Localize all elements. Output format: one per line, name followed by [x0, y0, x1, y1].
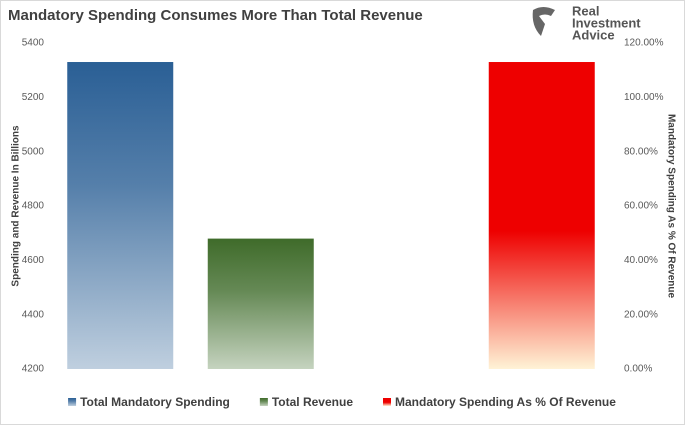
- bar: [67, 62, 174, 370]
- y-tick-label: 4400: [22, 309, 45, 320]
- y2-tick-label: 0.00%: [624, 364, 652, 375]
- legend-swatch: [68, 398, 77, 406]
- y-tick-label: 5400: [22, 38, 45, 49]
- y2-tick-label: 120.00%: [624, 38, 664, 49]
- legend-text: Total Revenue: [272, 395, 353, 409]
- y-axis-title: Spending and Revenue In Billions: [11, 125, 22, 287]
- y2-tick-label: 20.00%: [624, 309, 658, 320]
- legend-text: Total Mandatory Spending: [80, 395, 230, 409]
- chart-title: Mandatory Spending Consumes More Than To…: [8, 7, 423, 24]
- y2-tick-label: 40.00%: [624, 255, 658, 266]
- y-tick-label: 4800: [22, 201, 45, 212]
- y-tick-label: 5200: [22, 92, 45, 103]
- y2-tick-label: 100.00%: [624, 92, 664, 103]
- legend-swatch: [383, 398, 391, 406]
- logo-icon: [532, 7, 555, 36]
- legend-text: Mandatory Spending As % Of Revenue: [395, 395, 616, 409]
- logo: Real Investment Advice: [532, 3, 641, 42]
- y-tick-label: 5000: [22, 146, 45, 157]
- y2-tick-label: 60.00%: [624, 201, 658, 212]
- y-tick-label: 4200: [22, 364, 45, 375]
- legend-swatch: [259, 398, 268, 406]
- y-tick-label: 4600: [22, 255, 45, 266]
- y2-tick-label: 80.00%: [624, 146, 658, 157]
- bar: [207, 238, 314, 369]
- logo-text: Investment: [572, 15, 641, 30]
- logo-text: Advice: [572, 27, 615, 42]
- bar: [488, 62, 595, 370]
- y2-axis-title: Mandatory Spending As % Of Revenue: [665, 114, 676, 299]
- logo-text: Real: [572, 3, 599, 18]
